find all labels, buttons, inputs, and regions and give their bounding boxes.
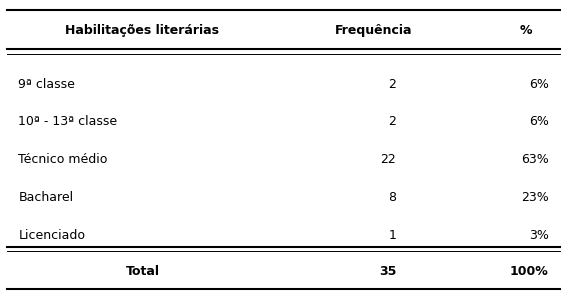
Text: 6%: 6% [529, 78, 549, 91]
Text: Licenciado: Licenciado [18, 229, 85, 241]
Text: 3%: 3% [529, 229, 549, 241]
Text: 100%: 100% [510, 265, 549, 278]
Text: %: % [520, 24, 532, 37]
Text: 6%: 6% [529, 115, 549, 128]
Text: Habilitações literárias: Habilitações literárias [65, 24, 219, 37]
Text: 23%: 23% [521, 191, 549, 204]
Text: 8: 8 [388, 191, 396, 204]
Text: 9ª classe: 9ª classe [18, 78, 75, 91]
Text: 10ª - 13ª classe: 10ª - 13ª classe [18, 115, 117, 128]
Text: Total: Total [125, 265, 159, 278]
Text: 2: 2 [388, 78, 396, 91]
Text: 2: 2 [388, 115, 396, 128]
Text: 1: 1 [388, 229, 396, 241]
Text: 22: 22 [380, 153, 396, 166]
Text: 35: 35 [379, 265, 396, 278]
Text: 63%: 63% [521, 153, 549, 166]
Text: Frequência: Frequência [335, 24, 413, 37]
Text: Bacharel: Bacharel [18, 191, 74, 204]
Text: Técnico médio: Técnico médio [18, 153, 108, 166]
